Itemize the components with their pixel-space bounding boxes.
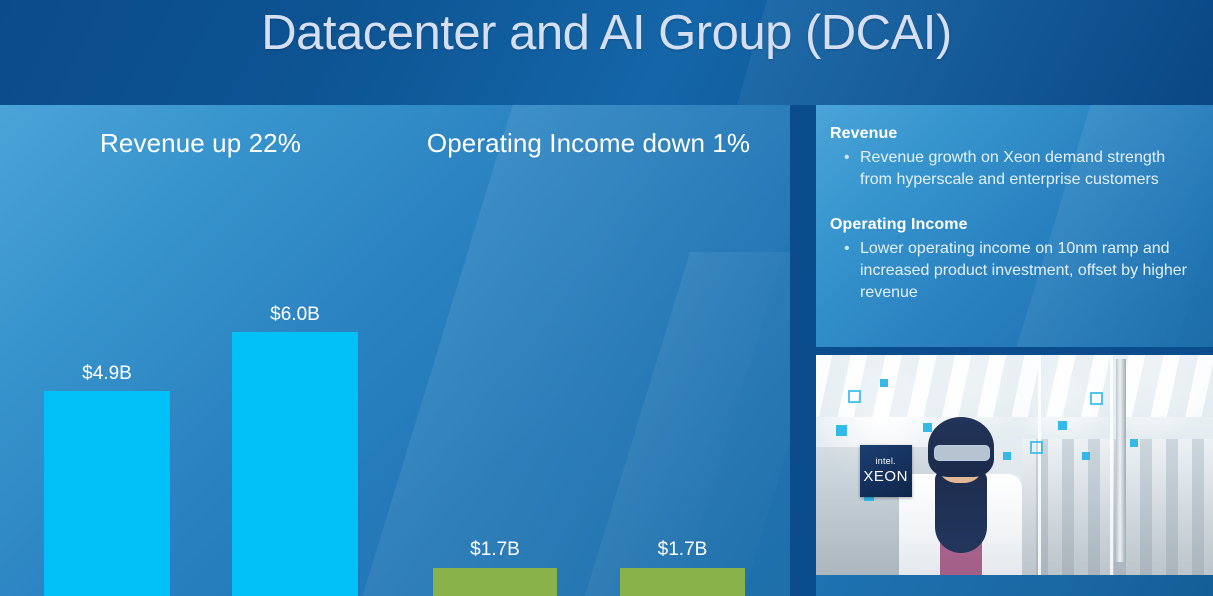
notes-bullet-revenue: • Revenue growth on Xeon demand strength… xyxy=(844,147,1197,191)
panel-sheen-decoration xyxy=(314,105,790,596)
photo-glass-panel-1 xyxy=(1038,355,1042,575)
bullet-marker-icon-2: • xyxy=(844,240,850,257)
intel-wordmark: intel. xyxy=(875,456,896,467)
xeon-wordmark: XEON xyxy=(863,468,908,486)
accent-square-icon-7 xyxy=(1129,438,1138,447)
person-safety-goggles xyxy=(933,445,990,462)
notes-section-title-revenue: Revenue xyxy=(830,125,898,142)
photo-ceiling-lights xyxy=(816,355,1213,417)
revenue-bar-value-q121: $4.9B xyxy=(82,363,132,384)
accent-square-outline-icon-2 xyxy=(1030,440,1044,454)
photo-footer-strip xyxy=(816,575,1213,596)
intel-xeon-badge-icon: intel. XEON xyxy=(859,445,912,498)
page-title: Datacenter and AI Group (DCAI) xyxy=(261,6,952,60)
accent-square-icon-1 xyxy=(835,425,847,437)
slide-header: Datacenter and AI Group (DCAI) xyxy=(0,0,1213,105)
notes-panel: Revenue • Revenue growth on Xeon demand … xyxy=(816,105,1213,347)
accent-square-icon-2 xyxy=(879,379,888,388)
operating-income-bar-value-q121: $1.7B xyxy=(470,539,520,560)
notes-content: Revenue • Revenue growth on Xeon demand … xyxy=(816,105,1213,304)
operating-income-chart-title: Operating Income down 1% xyxy=(426,128,751,158)
photo-metal-pole xyxy=(1115,359,1126,562)
person-scarf xyxy=(935,470,987,553)
notes-bullet-text-operating-income: Lower operating income on 10nm ramp and … xyxy=(860,240,1187,301)
accent-square-icon-5 xyxy=(1058,421,1068,430)
accent-square-icon-4 xyxy=(1002,451,1011,460)
notes-bullet-text-revenue: Revenue growth on Xeon demand strength f… xyxy=(860,149,1166,188)
accent-square-icon-6 xyxy=(1081,451,1090,460)
operating-income-bar-q121 xyxy=(433,568,557,596)
revenue-bar-q122 xyxy=(232,332,358,596)
photo-person xyxy=(899,416,1023,575)
accent-square-outline-icon-3 xyxy=(1089,392,1103,406)
revenue-bar-q121 xyxy=(44,391,170,596)
revenue-chart-title: Revenue up 22% xyxy=(100,128,301,158)
revenue-bar-value-q122: $6.0B xyxy=(270,304,320,325)
operating-income-bar-value-q122: $1.7B xyxy=(657,539,708,560)
charts-panel: Revenue up 22% $4.9B $6.0B Q1'21 Q1'22 O… xyxy=(0,105,790,596)
accent-square-icon-3 xyxy=(923,423,933,433)
lab-photo: intel. XEON xyxy=(816,355,1213,575)
accent-square-outline-icon-1 xyxy=(847,390,861,404)
notes-bullet-operating-income: • Lower operating income on 10nm ramp an… xyxy=(844,238,1197,304)
photo-glass-panel-2 xyxy=(1109,355,1113,575)
operating-income-bar-q122 xyxy=(620,568,745,596)
notes-section-title-operating-income: Operating Income xyxy=(830,216,968,233)
bullet-marker-icon: • xyxy=(844,149,850,166)
